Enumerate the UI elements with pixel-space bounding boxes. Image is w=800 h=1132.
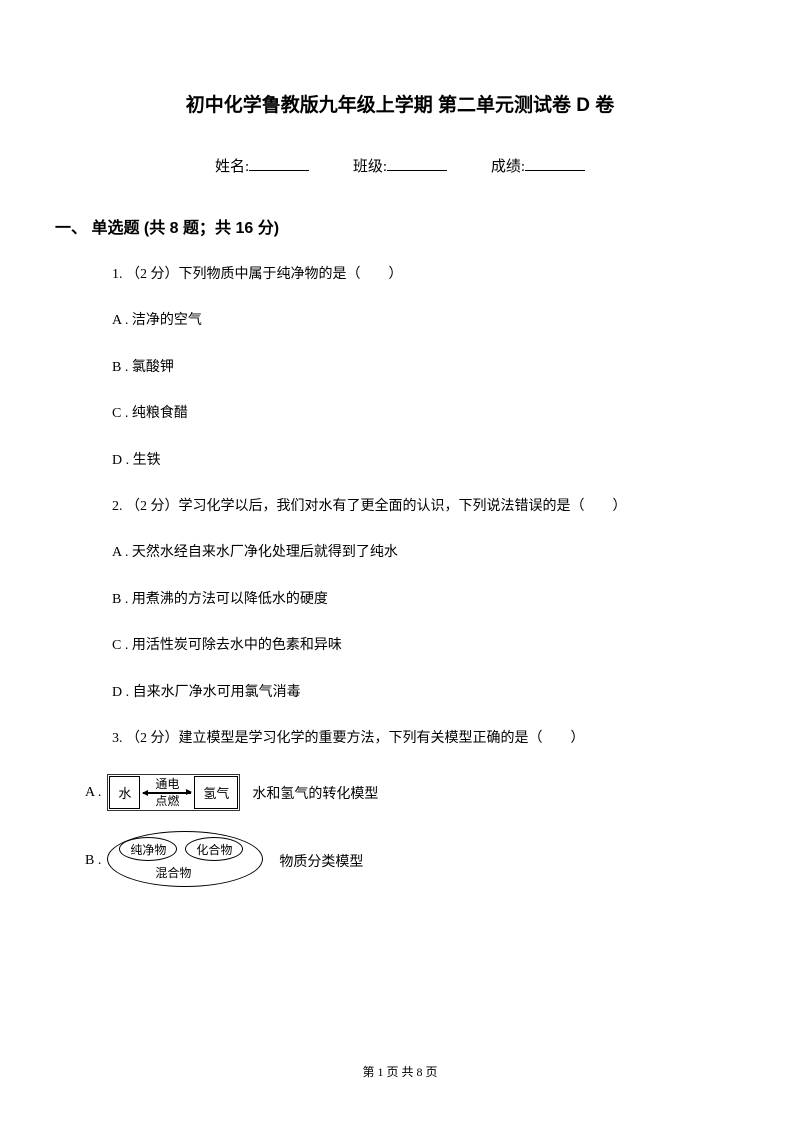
q1-option-b: B . 氯酸钾 <box>112 357 710 379</box>
name-underline <box>249 156 309 171</box>
q3a-diagram: 水 通电 点燃 氢气 <box>107 774 240 811</box>
score-label: 成绩: <box>491 159 525 175</box>
q2-option-b: B . 用煮沸的方法可以降低水的硬度 <box>112 589 710 611</box>
section-header: 一、 单选题 (共 8 题；共 16 分) <box>55 214 710 238</box>
q3b-bottom-label: 混合物 <box>155 864 191 881</box>
q3a-arrows: 通电 点燃 <box>143 777 191 809</box>
score-field: 成绩: <box>491 155 585 176</box>
arrow-left-icon <box>143 793 191 794</box>
q1-option-a: A . 洁净的空气 <box>112 310 710 332</box>
q2-text: 2. （2 分）学习化学以后，我们对水有了更全面的认识，下列说法错误的是（ ） <box>112 496 710 518</box>
q2-option-a: A . 天然水经自来水厂净化处理后就得到了纯水 <box>112 542 710 564</box>
name-label: 姓名: <box>215 159 249 175</box>
q1-option-c: C . 纯粮食醋 <box>112 403 710 425</box>
q3a-prefix: A . <box>85 785 101 801</box>
name-field: 姓名: <box>215 155 309 176</box>
q3b-prefix: B . <box>85 853 101 869</box>
q3a-bottom-label: 点燃 <box>143 795 191 808</box>
q1-text: 1. （2 分）下列物质中属于纯净物的是（ ） <box>112 264 710 286</box>
q2-option-d: D . 自来水厂净水可用氯气消毒 <box>112 682 710 704</box>
q3a-top-label: 通电 <box>143 778 191 791</box>
q3a-suffix: 水和氢气的转化模型 <box>252 783 378 803</box>
q3b-diagram: 纯净物 化合物 混合物 <box>107 831 267 891</box>
q3-option-a: A . 水 通电 点燃 氢气 水和氢气的转化模型 <box>85 774 710 811</box>
q3-text: 3. （2 分）建立模型是学习化学的重要方法，下列有关模型正确的是（ ） <box>112 728 710 750</box>
q3a-left-box: 水 <box>109 776 140 809</box>
info-row: 姓名: 班级: 成绩: <box>90 155 710 176</box>
q2-option-c: C . 用活性炭可除去水中的色素和异味 <box>112 635 710 657</box>
class-label: 班级: <box>353 159 387 175</box>
q3b-suffix: 物质分类模型 <box>279 851 363 871</box>
page-footer: 第 1 页 共 8 页 <box>0 1063 800 1080</box>
q3a-right-box: 氢气 <box>194 776 238 809</box>
class-underline <box>387 156 447 171</box>
score-underline <box>525 156 585 171</box>
class-field: 班级: <box>353 155 447 176</box>
page-title: 初中化学鲁教版九年级上学期 第二单元测试卷 D 卷 <box>90 90 710 117</box>
q3-option-b: B . 纯净物 化合物 混合物 物质分类模型 <box>85 831 710 891</box>
q1-option-d: D . 生铁 <box>112 450 710 472</box>
